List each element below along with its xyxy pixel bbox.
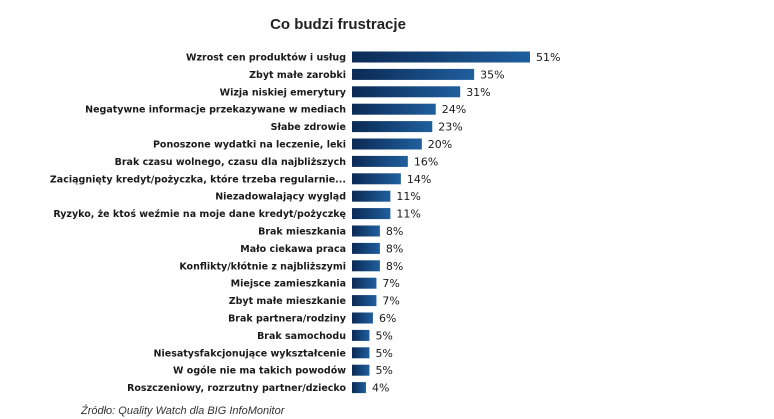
value-label: 11% bbox=[396, 190, 420, 203]
bar bbox=[352, 155, 408, 167]
bar bbox=[352, 190, 391, 202]
bar bbox=[352, 364, 370, 376]
category-label: Brak czasu wolnego, czasu dla najbliższy… bbox=[115, 157, 347, 168]
bar bbox=[352, 295, 377, 307]
category-label: Konflikty/kłótnie z najbliższymi bbox=[179, 261, 346, 272]
chart-title: Co budzi frustracje bbox=[270, 16, 406, 33]
value-label: 35% bbox=[480, 68, 504, 81]
value-label: 5% bbox=[375, 364, 392, 377]
category-label: W ogóle nie ma takich powodów bbox=[173, 366, 346, 377]
category-label: Niesatysfakcjonujące wykształcenie bbox=[154, 348, 346, 359]
source-note: Źródło: Quality Watch dla BIG InfoMonito… bbox=[81, 405, 285, 417]
bar bbox=[352, 347, 370, 359]
category-label: Miejsce zamieszkania bbox=[231, 279, 346, 290]
value-label: 5% bbox=[375, 347, 392, 360]
value-label: 7% bbox=[382, 277, 399, 290]
category-label: Negatywne informacje przekazywane w medi… bbox=[85, 105, 346, 116]
category-label: Mało ciekawa praca bbox=[240, 244, 346, 255]
bar bbox=[352, 242, 380, 254]
bar bbox=[352, 103, 436, 115]
category-label: Wizja niskiej emerytury bbox=[220, 87, 347, 98]
value-label: 8% bbox=[386, 225, 403, 238]
bar bbox=[352, 173, 401, 185]
category-label: Zbyt małe zarobki bbox=[249, 70, 346, 81]
bar bbox=[352, 225, 380, 237]
category-label: Słabe zdrowie bbox=[271, 122, 346, 133]
value-label: 8% bbox=[386, 242, 403, 255]
value-label: 20% bbox=[428, 138, 452, 151]
bar bbox=[352, 329, 370, 341]
category-label: Ponoszone wydatki na leczenie, leki bbox=[153, 140, 346, 151]
value-label: 24% bbox=[442, 103, 466, 116]
value-label: 31% bbox=[466, 86, 490, 99]
value-label: 23% bbox=[438, 121, 462, 134]
bar bbox=[352, 51, 530, 63]
bar bbox=[352, 68, 475, 80]
value-label: 51% bbox=[536, 51, 560, 64]
bar bbox=[352, 382, 366, 394]
category-label: Ryzyko, że ktoś weźmie na moje dane kred… bbox=[53, 209, 346, 220]
value-label: 7% bbox=[382, 295, 399, 308]
bar bbox=[352, 86, 461, 98]
bar bbox=[352, 277, 377, 289]
bar bbox=[352, 260, 380, 272]
value-label: 8% bbox=[386, 260, 403, 273]
value-label: 16% bbox=[414, 155, 438, 168]
value-label: 5% bbox=[375, 329, 392, 342]
category-label: Niezadowalający wygląd bbox=[215, 192, 346, 203]
category-label: Brak partnera/rodziny bbox=[228, 314, 347, 325]
value-label: 11% bbox=[396, 208, 420, 221]
category-label: Brak samochodu bbox=[257, 331, 346, 342]
bar bbox=[352, 121, 433, 133]
category-label: Zaciągnięty kredyt/pożyczka, które trzeb… bbox=[50, 174, 346, 185]
category-label: Brak mieszkania bbox=[258, 227, 346, 238]
bar bbox=[352, 138, 422, 150]
category-label: Zbyt małe mieszkanie bbox=[229, 296, 346, 307]
value-label: 6% bbox=[379, 312, 396, 325]
category-label: Roszczeniowy, rozrzutny partner/dziecko bbox=[127, 383, 346, 394]
value-label: 14% bbox=[407, 173, 431, 186]
value-label: 4% bbox=[372, 382, 389, 395]
bar bbox=[352, 312, 373, 324]
bar bbox=[352, 208, 391, 220]
category-label: Wzrost cen produktów i usług bbox=[186, 53, 346, 64]
